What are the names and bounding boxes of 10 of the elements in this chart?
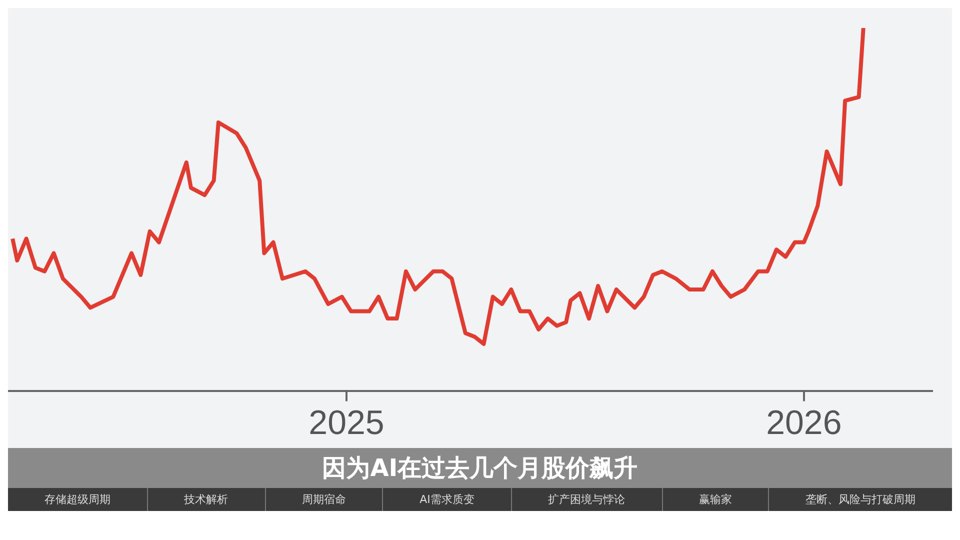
text: 因为AI在过去几个月股价飙升 <box>8 448 952 488</box>
text: 存储超级周期 <box>43 492 112 508</box>
text: 周期宿命 <box>264 488 382 511</box>
text: 赢输家 <box>662 488 768 511</box>
x-tick-label: 2025 <box>308 404 384 442</box>
text: 扩产困境与悖论 <box>510 488 662 511</box>
text: AI需求质变 <box>382 488 511 511</box>
text: 技术解析 <box>146 488 264 511</box>
x-tick-label: 2026 <box>766 404 842 442</box>
text: 垄断、风险与打破周期 <box>768 488 952 511</box>
